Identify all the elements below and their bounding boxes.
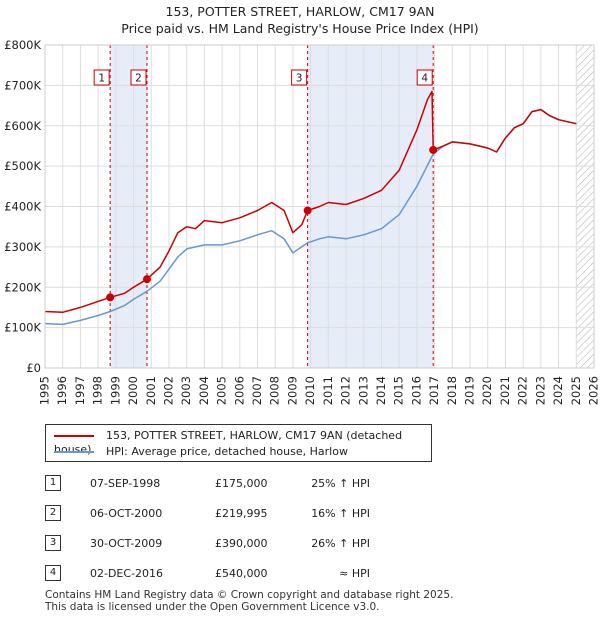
sale-row: 4 02-DEC-2016 £540,000 ≈ HPI xyxy=(45,565,445,583)
x-tick-label: 2007 xyxy=(250,376,264,405)
y-tick-label: £200K xyxy=(4,280,41,294)
x-tick-label: 1998 xyxy=(91,376,105,405)
x-tick-label: 2025 xyxy=(569,376,583,405)
sale-date: 02-DEC-2016 xyxy=(90,567,164,580)
sale-point xyxy=(303,206,312,215)
x-tick-label: 2010 xyxy=(303,376,317,405)
footer-copyright: Contains HM Land Registry data © Crown c… xyxy=(45,589,454,601)
sale-row: 2 06-OCT-2000 £219,995 16% ↑ HPI xyxy=(45,505,445,523)
legend: 153, POTTER STREET, HARLOW, CM17 9AN (de… xyxy=(45,424,432,462)
price-chart: £0 £100K £200K £300K £400K £500K £600K £700K £80… xyxy=(4,38,600,405)
footer-licence: This data is licensed under the Open Gov… xyxy=(45,601,380,613)
footer: Contains HM Land Registry data © Crown c… xyxy=(45,589,453,613)
x-tick-label: 2011 xyxy=(321,376,335,405)
legend-item-property: 153, POTTER STREET, HARLOW, CM17 9AN (de… xyxy=(54,429,431,456)
sale-price: £540,000 xyxy=(215,567,268,580)
y-tick-label: £400K xyxy=(4,200,41,214)
sale-point xyxy=(429,145,438,154)
y-tick-label: £0 xyxy=(26,361,41,375)
y-tick-label: £100K xyxy=(4,321,41,335)
x-tick-label: 2020 xyxy=(480,376,494,405)
x-tick-label: 2021 xyxy=(498,376,512,405)
x-tick-label: 2012 xyxy=(339,376,353,405)
x-tick-label: 2014 xyxy=(374,376,388,405)
legend-label-hpi: HPI: Average price, detached house, Harl… xyxy=(106,445,348,458)
x-tick-label: 2024 xyxy=(551,376,565,405)
legend-swatch-hpi xyxy=(54,451,94,453)
sale-date: 06-OCT-2000 xyxy=(90,507,163,520)
x-tick-label: 2004 xyxy=(197,376,211,405)
x-tick-label: 2005 xyxy=(215,376,229,405)
x-tick-label: 1996 xyxy=(55,376,69,405)
chart-subtitle: Price paid vs. HM Land Registry's House … xyxy=(121,21,479,36)
x-tick-label: 2003 xyxy=(179,376,193,405)
x-tick-label: 2000 xyxy=(126,376,140,405)
x-tick-label: 2002 xyxy=(161,376,175,405)
x-tick-label: 2006 xyxy=(232,376,246,405)
x-tick-label: 2017 xyxy=(427,376,441,405)
legend-swatch-property xyxy=(54,435,94,437)
x-tick-label: 2018 xyxy=(445,376,459,405)
x-tick-label: 2001 xyxy=(144,376,158,405)
sale-hpi-comparison: ≈ HPI xyxy=(339,567,370,580)
sale-marker-box: 4 xyxy=(45,565,61,581)
sale-label-number: 2 xyxy=(135,73,142,85)
sale-date: 30-OCT-2009 xyxy=(90,537,163,550)
y-tick-label: £800K xyxy=(4,38,41,52)
sale-marker-box: 1 xyxy=(45,475,61,491)
legend-item-hpi: HPI: Average price, detached house, Harl… xyxy=(54,445,348,459)
sale-marker-box: 2 xyxy=(45,505,61,521)
sale-label-box xyxy=(416,69,433,86)
sale-row: 3 30-OCT-2009 £390,000 26% ↑ HPI xyxy=(45,535,445,553)
sale-date: 07-SEP-1998 xyxy=(90,477,161,490)
sale-marker-box: 3 xyxy=(45,535,61,551)
x-tick-label: 1999 xyxy=(108,376,122,405)
sale-point xyxy=(106,293,115,302)
x-tick-label: 2013 xyxy=(356,376,370,405)
sale-price: £219,995 xyxy=(215,507,268,520)
x-tick-label: 2015 xyxy=(392,376,406,405)
sale-row: 1 07-SEP-1998 £175,000 25% ↑ HPI xyxy=(45,475,445,493)
sale-hpi-comparison: 25% ↑ HPI xyxy=(311,477,370,490)
x-tick-label: 2009 xyxy=(285,376,299,405)
x-tick-label: 2022 xyxy=(516,376,530,405)
sale-label-number: 4 xyxy=(421,73,428,85)
plot-frame xyxy=(44,44,595,369)
x-tick-label: 2008 xyxy=(268,376,282,405)
y-tick-label: £500K xyxy=(4,159,41,173)
x-tick-label: 2023 xyxy=(533,376,547,405)
sale-hpi-comparison: 26% ↑ HPI xyxy=(311,537,370,550)
sale-price: £175,000 xyxy=(215,477,268,490)
sale-label-box xyxy=(93,69,110,86)
series-line-property xyxy=(44,90,577,314)
sale-point xyxy=(143,275,152,284)
sale-hpi-comparison: 16% ↑ HPI xyxy=(311,507,370,520)
x-tick-label: 1995 xyxy=(38,376,52,405)
sale-label-box xyxy=(291,69,308,86)
x-tick-label: 1997 xyxy=(73,376,87,405)
sale-label-box xyxy=(130,69,147,86)
y-tick-label: £300K xyxy=(4,240,41,254)
sale-label-number: 3 xyxy=(296,73,303,85)
sale-price: £390,000 xyxy=(215,537,268,550)
sale-label-number: 1 xyxy=(98,73,105,85)
x-tick-label: 2019 xyxy=(463,376,477,405)
x-tick-label: 2026 xyxy=(587,376,600,405)
y-tick-label: £700K xyxy=(4,78,41,92)
x-tick-label: 2016 xyxy=(409,376,423,405)
chart-title: 153, POTTER STREET, HARLOW, CM17 9AN xyxy=(165,4,435,19)
y-tick-label: £600K xyxy=(4,119,41,133)
